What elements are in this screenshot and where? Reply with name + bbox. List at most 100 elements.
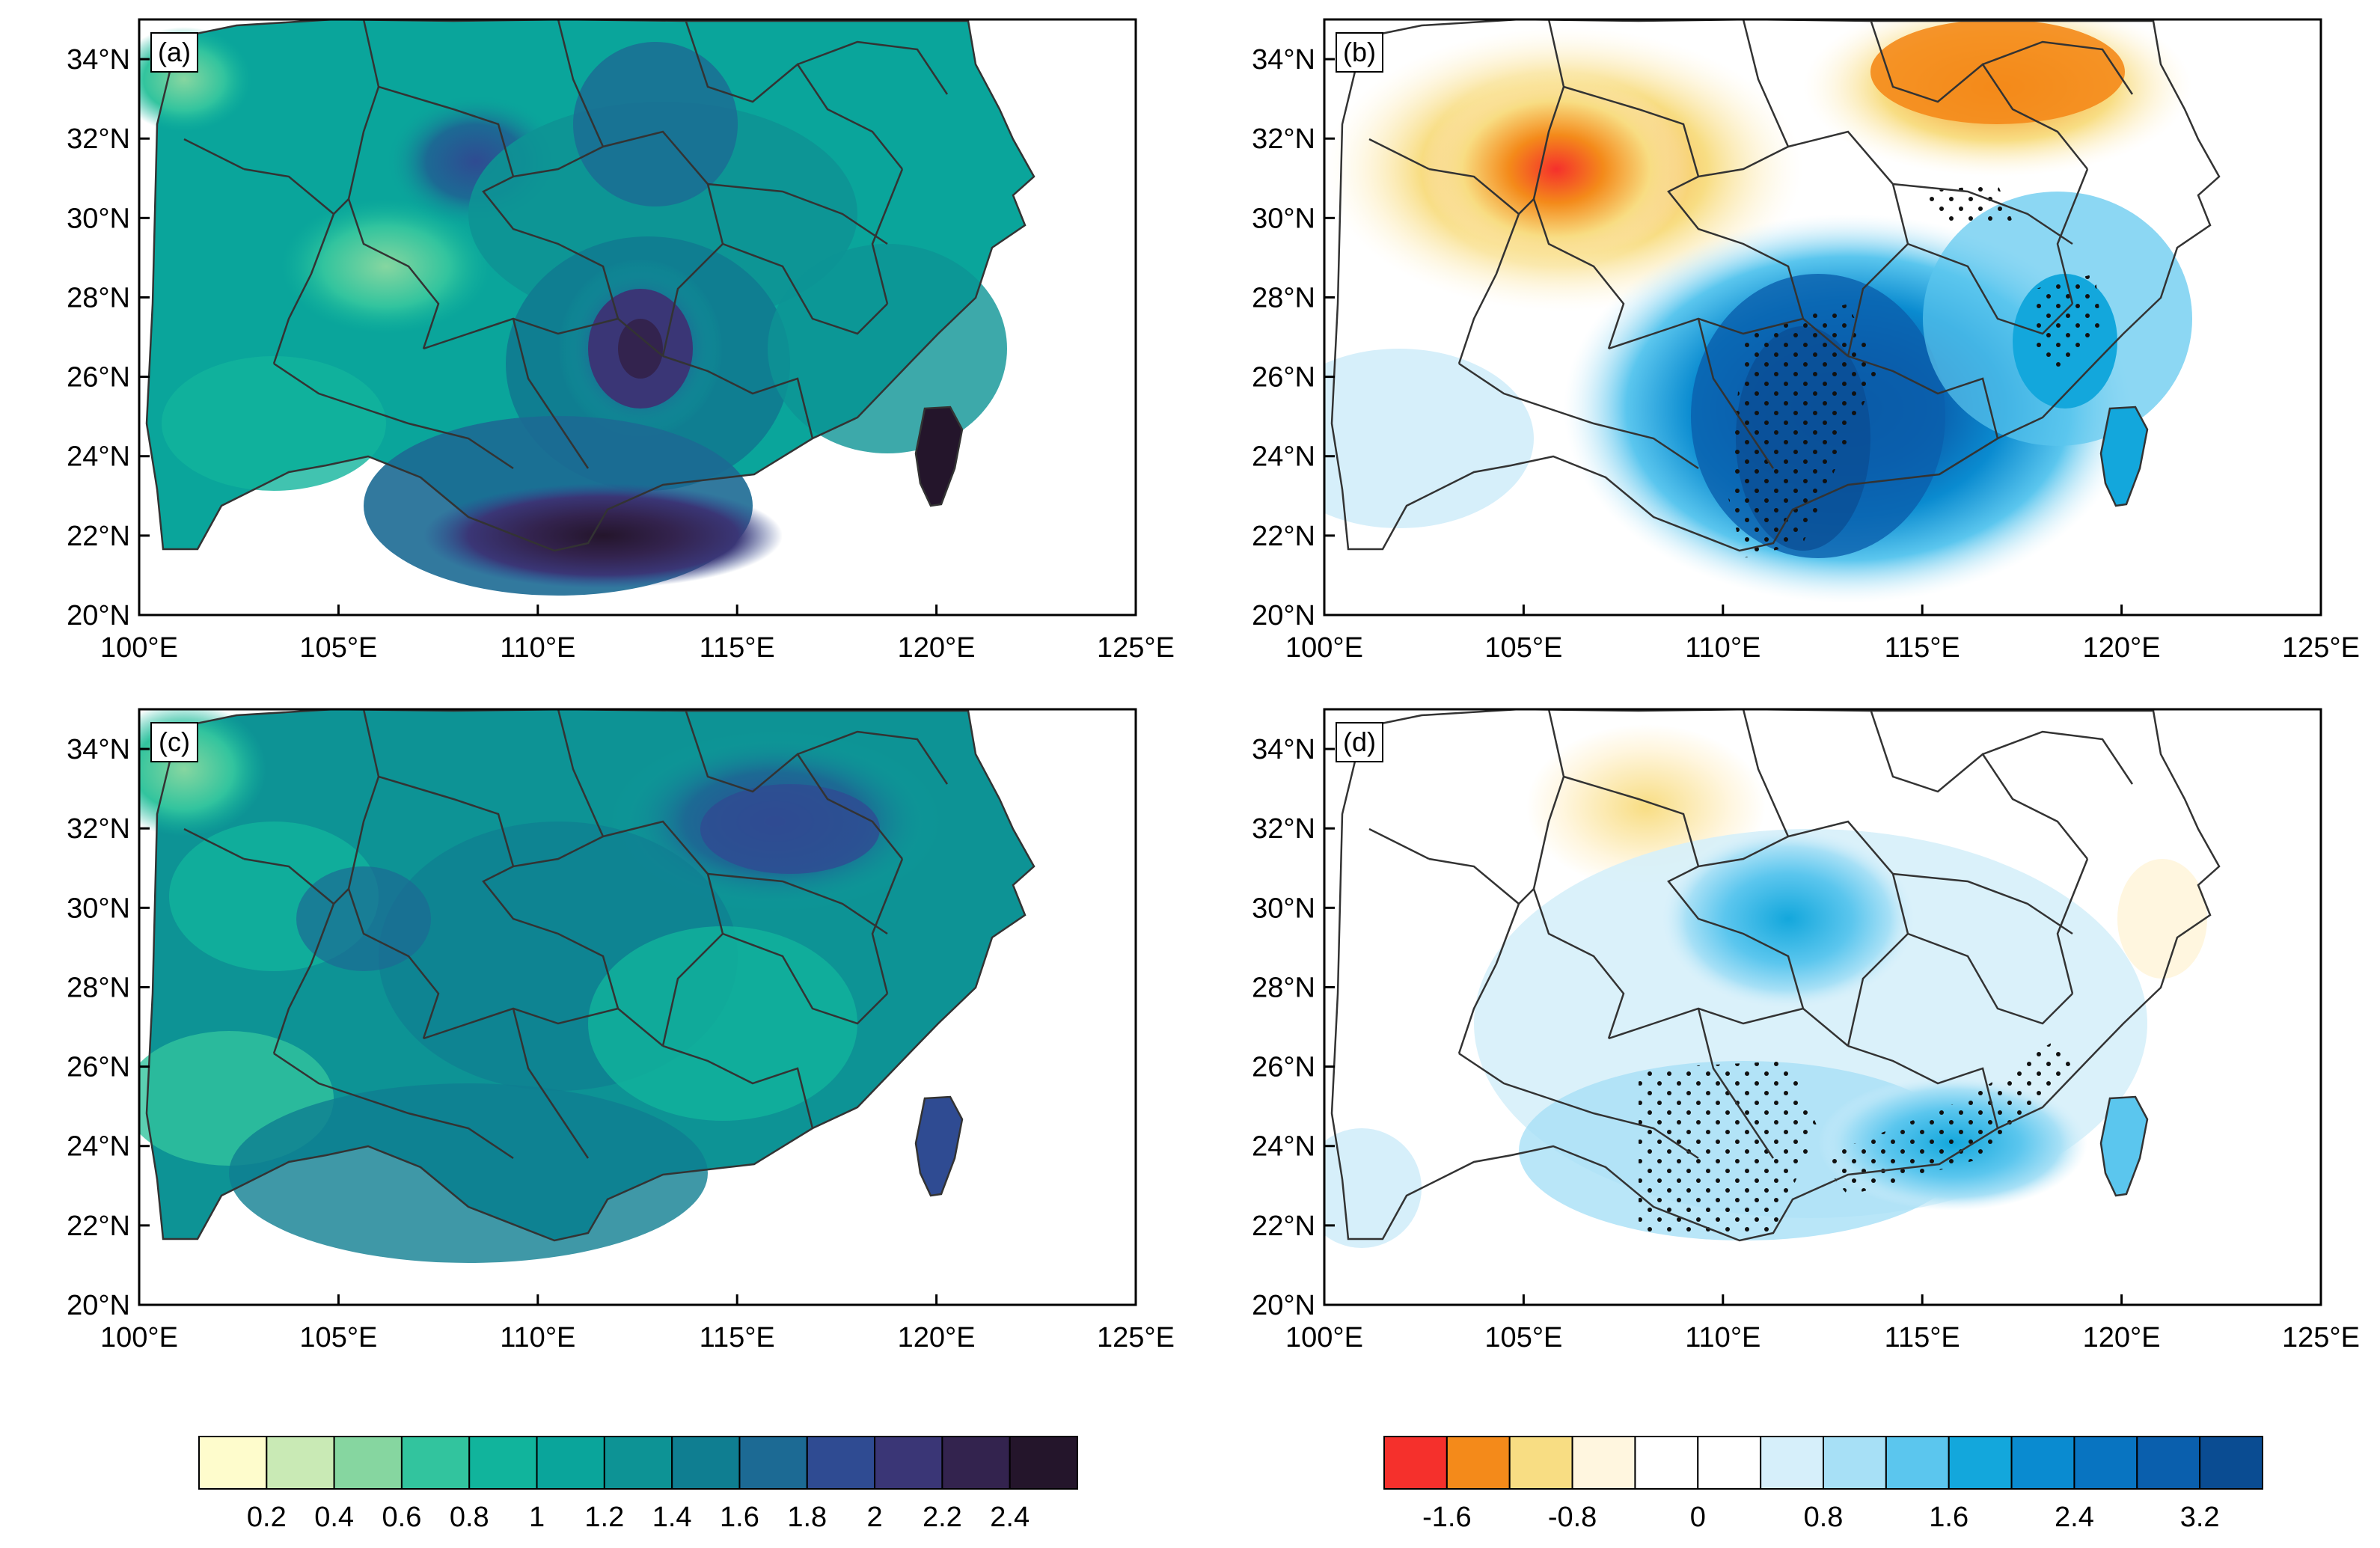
xtick-label-p2-5: 125°E [1097, 1322, 1175, 1353]
colorbar-0-box-1 [266, 1436, 335, 1490]
xtick-label-p3-1: 105°E [1484, 1322, 1562, 1353]
ytick-label-p2-1: 22°N [67, 1211, 130, 1242]
xtick-label-p1-0: 100°E [1285, 632, 1363, 664]
xtick-label-p1-2: 110°E [1685, 632, 1760, 664]
ytick-label-p1-4: 28°N [1252, 282, 1315, 313]
ytick-label-p2-3: 26°N [67, 1052, 130, 1083]
colorbar-0-box-0 [198, 1436, 268, 1490]
ytick-label-p1-6: 32°N [1252, 123, 1315, 155]
colorbar-1-box-8 [1885, 1436, 1950, 1490]
colorbar-0-label-6: 1.4 [652, 1502, 692, 1533]
ytick-label-p2-7: 34°N [67, 734, 130, 765]
colorbar-0-box-9 [806, 1436, 876, 1490]
panel-c-label-box [150, 722, 198, 762]
colorbar-1-box-4 [1634, 1436, 1699, 1490]
colorbar-0-box-12 [1009, 1436, 1078, 1490]
ytick-label-p0-4: 28°N [67, 282, 130, 313]
xtick-label-p3-3: 115°E [1885, 1322, 1960, 1353]
colorbar-0-box-8 [738, 1436, 808, 1490]
panel-d-frame [1323, 708, 2322, 1306]
colorbar-0-box-11 [941, 1436, 1011, 1490]
xtick-label-p1-4: 120°E [2083, 632, 2161, 664]
colorbar-1-box-0 [1383, 1436, 1448, 1490]
ytick-label-p3-0: 20°N [1252, 1290, 1315, 1321]
colorbar-1-label-6: 3.2 [2180, 1502, 2220, 1533]
xtick-label-p0-1: 105°E [299, 632, 377, 664]
colorbar-1-label-1: -0.8 [1548, 1502, 1597, 1533]
colorbar-0-label-1: 0.4 [314, 1502, 354, 1533]
colorbar-0-box-10 [874, 1436, 943, 1490]
xtick-label-p2-0: 100°E [100, 1322, 178, 1353]
colorbar-0-box-6 [603, 1436, 673, 1490]
panel-b-frame [1323, 18, 2322, 617]
panel-b-label: (b) [1343, 37, 1376, 67]
xtick-label-p0-4: 120°E [898, 632, 976, 664]
panel-d: (d) 100°E 105°E 110°E 115°E 120°E 125°E 20°N 22… [1252, 708, 2360, 1353]
panel-a-label: (a) [158, 37, 191, 67]
colorbar-1-label-5: 2.4 [2055, 1502, 2094, 1533]
colorbar-0-label-5: 1.2 [584, 1502, 624, 1533]
ytick-label-p3-7: 34°N [1252, 734, 1315, 765]
panel-d-field [1324, 709, 2221, 1248]
ytick-label-p2-5: 30°N [67, 893, 130, 924]
panel-a-field [139, 19, 1035, 596]
colorbar-1-label-4: 1.6 [1929, 1502, 1968, 1533]
ytick-label-p1-5: 30°N [1252, 203, 1315, 234]
colorbar-0-label-10: 2.2 [923, 1502, 962, 1533]
colorbar-0-label-4: 1 [529, 1502, 545, 1533]
xtick-label-p1-3: 115°E [1885, 632, 1960, 664]
colorbar-0-box-2 [333, 1436, 403, 1490]
ytick-label-p1-7: 34°N [1252, 44, 1315, 76]
xtick-label-p2-2: 110°E [500, 1322, 575, 1353]
xtick-label-p1-5: 125°E [2282, 632, 2360, 664]
colorbar-0-label-3: 0.8 [450, 1502, 489, 1533]
colorbar-diverging: -1.6 -0.8 0 0.8 1.6 2.4 3.2 [1383, 1436, 2263, 1533]
colorbar-1-box-5 [1697, 1436, 1762, 1490]
xtick-label-p0-0: 100°E [100, 632, 178, 664]
panel-b-field [1324, 19, 2221, 603]
panel-a-frame [138, 18, 1137, 617]
colorbar-1-box-7 [1823, 1436, 1887, 1490]
ytick-label-p1-1: 22°N [1252, 521, 1315, 552]
colorbar-1-box-12 [2136, 1436, 2201, 1490]
ytick-label-p3-4: 28°N [1252, 972, 1315, 1003]
ytick-label-p0-5: 30°N [67, 203, 130, 234]
xtick-label-p3-4: 120°E [2083, 1322, 2161, 1353]
colorbar-1-box-9 [1948, 1436, 2013, 1490]
ytick-label-p2-0: 20°N [67, 1290, 130, 1321]
panel-d-label-box [1336, 722, 1383, 762]
xtick-label-p0-2: 110°E [500, 632, 575, 664]
panel-c-frame [138, 708, 1137, 1306]
colorbar-1-box-2 [1508, 1436, 1573, 1490]
colorbar-1-label-3: 0.8 [1804, 1502, 1844, 1533]
ytick-label-p0-6: 32°N [67, 123, 130, 155]
xtick-label-p3-0: 100°E [1285, 1322, 1363, 1353]
colorbar-0-label-0: 0.2 [247, 1502, 287, 1533]
ytick-label-p0-7: 34°N [67, 44, 130, 76]
ytick-label-p2-2: 24°N [67, 1131, 130, 1163]
colorbar-1-box-13 [2199, 1436, 2263, 1490]
colorbar-1-box-3 [1571, 1436, 1636, 1490]
panel-c: (c) 100°E 105°E 110°E 115°E 120°E 125°E 20°N 22… [67, 708, 1175, 1353]
ytick-label-p0-1: 22°N [67, 521, 130, 552]
colorbar-0-box-5 [536, 1436, 605, 1490]
ytick-label-p3-5: 30°N [1252, 893, 1315, 924]
colorbar-0-label-7: 1.6 [720, 1502, 759, 1533]
colorbar-0-label-2: 0.6 [382, 1502, 422, 1533]
ytick-label-p3-1: 22°N [1252, 1211, 1315, 1242]
xtick-label-p3-2: 110°E [1685, 1322, 1760, 1353]
panel-d-label: (d) [1343, 726, 1376, 757]
xtick-label-p3-5: 125°E [2282, 1322, 2360, 1353]
colorbar-1-box-1 [1446, 1436, 1511, 1490]
panel-a: (a) 100°E 105°E 110°E 115°E 120°E 125°E 20°N 22… [67, 18, 1175, 664]
panel-c-label: (c) [159, 726, 190, 757]
xtick-label-p2-3: 115°E [700, 1322, 775, 1353]
panel-c-field [139, 709, 1035, 1263]
ytick-label-p3-2: 24°N [1252, 1131, 1315, 1163]
panel-b: (b) 100°E 105°E 110°E 115°E 120°E 125°E 20°N 22… [1252, 18, 2360, 664]
ytick-label-p0-3: 26°N [67, 362, 130, 394]
colorbar-0-box-4 [468, 1436, 538, 1490]
ytick-label-p1-2: 24°N [1252, 441, 1315, 473]
ytick-label-p2-6: 32°N [67, 813, 130, 845]
